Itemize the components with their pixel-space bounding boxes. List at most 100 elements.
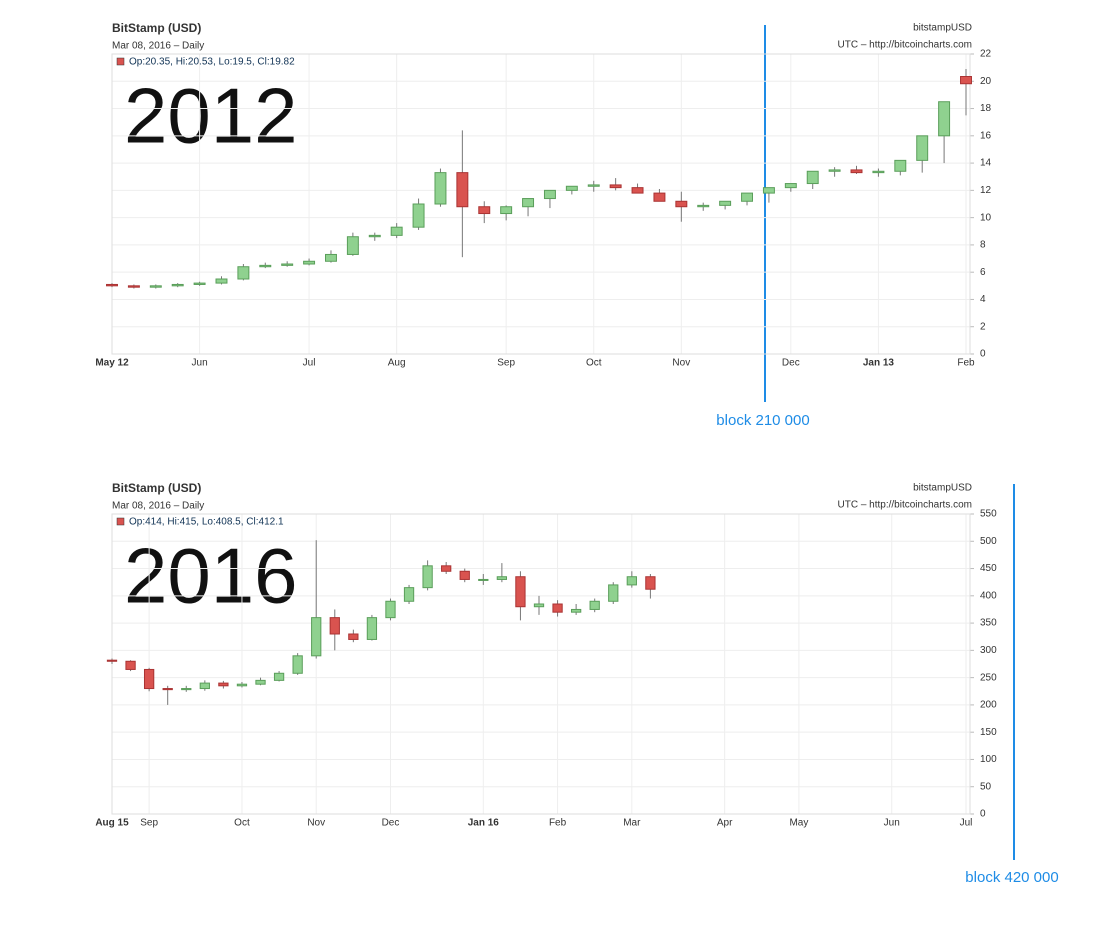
candle-body <box>311 617 322 657</box>
candle-body <box>215 278 228 284</box>
candle-body <box>273 672 285 681</box>
y-tick-label: 2 <box>980 321 986 332</box>
y-tick-label: 350 <box>980 618 997 629</box>
candle-body <box>403 587 415 602</box>
plot-frame <box>111 53 971 355</box>
candle-body <box>325 253 337 262</box>
y-tick-label: 18 <box>980 103 992 114</box>
candle-body <box>143 668 155 690</box>
candle-body <box>127 285 140 288</box>
x-tick-label: Aug <box>388 358 406 369</box>
source: UTC – http://bitcoincharts.com <box>838 500 973 511</box>
x-tick-label: Feb <box>957 358 975 369</box>
watermark: 2016 <box>124 532 298 620</box>
candle-body <box>434 172 447 205</box>
candle-body <box>515 576 526 608</box>
watermark: 2012 <box>124 72 298 160</box>
candle-body <box>850 169 863 174</box>
candle-body <box>236 683 248 687</box>
candle-body <box>589 600 600 610</box>
candle-body <box>106 659 118 662</box>
chart-subtitle: Mar 08, 2016 – Daily <box>112 501 204 512</box>
candle-body <box>366 617 378 640</box>
y-tick-label: 500 <box>980 536 997 547</box>
candle-body <box>872 170 885 174</box>
candle-body <box>281 263 294 266</box>
x-tick-label: Jan 13 <box>863 358 895 369</box>
x-tick-label: Feb <box>549 818 567 829</box>
candle-body <box>329 617 340 635</box>
candle-body <box>543 189 556 200</box>
candle-body <box>570 608 582 613</box>
legend-text: Op:20.35, Hi:20.53, Lo:19.5, Cl:19.82 <box>129 57 295 68</box>
candle-body <box>368 234 381 238</box>
x-tick-label: May 12 <box>95 358 129 369</box>
y-tick-label: 550 <box>980 509 997 520</box>
candle-body <box>741 192 753 202</box>
candle-body <box>346 236 359 255</box>
x-tick-label: Apr <box>717 818 733 829</box>
candle-body <box>631 187 644 194</box>
candle-body <box>500 206 513 215</box>
candle-body <box>533 603 545 608</box>
y-tick-label: 300 <box>980 645 997 656</box>
candle-body <box>645 576 656 590</box>
x-tick-label: Jul <box>303 358 316 369</box>
candle-body <box>193 282 206 285</box>
candle-body <box>522 198 535 208</box>
candle-body <box>422 565 433 589</box>
candle-body <box>784 183 797 189</box>
y-tick-label: 10 <box>980 212 992 223</box>
candle-body <box>218 682 229 687</box>
y-tick-label: 0 <box>980 809 986 820</box>
symbol: bitstampUSD <box>913 23 972 34</box>
candle-body <box>609 184 622 189</box>
x-tick-label: Sep <box>140 818 158 829</box>
candle-body <box>385 600 396 619</box>
y-tick-label: 450 <box>980 563 997 574</box>
chart-title: BitStamp (USD) <box>112 21 201 35</box>
candle-body <box>608 584 619 602</box>
y-tick-label: 12 <box>980 185 992 196</box>
candle-body <box>255 679 266 685</box>
candle-body <box>653 192 666 202</box>
candle-body <box>938 101 951 137</box>
candle-body <box>456 172 469 208</box>
x-tick-label: Jan 16 <box>468 818 500 829</box>
candle-body <box>828 169 841 172</box>
annotation: block 420 000 <box>965 869 1058 886</box>
y-tick-label: 8 <box>980 240 986 251</box>
candle-body <box>719 200 732 206</box>
candle-body <box>171 283 184 287</box>
candle-body <box>149 285 162 288</box>
candle-body <box>496 576 508 580</box>
candle-body <box>303 260 316 265</box>
y-tick-label: 50 <box>980 781 992 792</box>
source: UTC – http://bitcoincharts.com <box>838 40 973 51</box>
y-tick-label: 150 <box>980 727 997 738</box>
candle-body <box>412 203 425 228</box>
x-tick-label: Oct <box>234 818 250 829</box>
x-tick-label: Jun <box>884 818 900 829</box>
symbol: bitstampUSD <box>913 483 972 494</box>
x-tick-label: Nov <box>307 818 325 829</box>
x-tick-label: Oct <box>586 358 602 369</box>
candle-body <box>565 185 578 191</box>
x-tick-label: Jul <box>960 818 973 829</box>
y-tick-label: 20 <box>980 76 992 87</box>
candle-body <box>675 200 688 208</box>
candle-body <box>916 135 929 161</box>
candle-body <box>478 206 491 215</box>
candle-body <box>259 264 272 268</box>
candle-body <box>106 283 118 287</box>
x-tick-label: Dec <box>782 358 800 369</box>
y-tick-label: 100 <box>980 754 997 765</box>
candle-body <box>292 655 303 674</box>
chart-title: BitStamp (USD) <box>112 481 201 495</box>
candle-body <box>806 170 819 185</box>
chart-subtitle: Mar 08, 2016 – Daily <box>112 41 204 52</box>
candle-body <box>181 688 192 691</box>
y-tick-label: 400 <box>980 590 997 601</box>
x-tick-label: Sep <box>497 358 515 369</box>
